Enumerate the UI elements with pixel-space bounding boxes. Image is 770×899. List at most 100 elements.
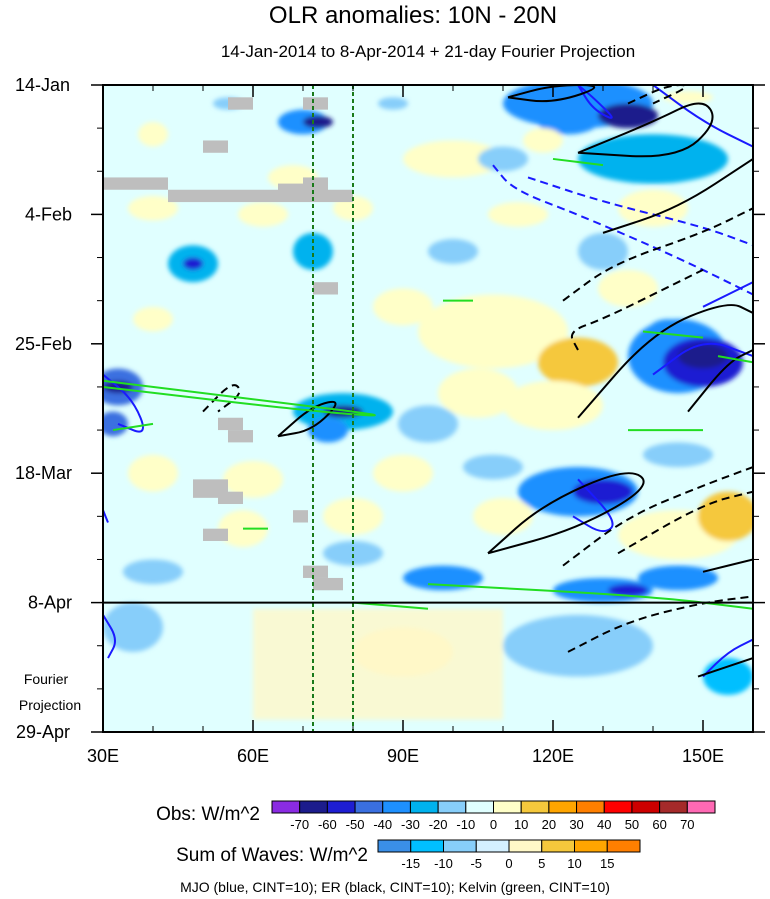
anomaly-patch: [103, 411, 128, 437]
projection-label-line2: Projection: [19, 697, 81, 713]
missing-data-cell: [303, 565, 328, 578]
colorbar-level-label: 30: [569, 817, 583, 832]
projection-positive-region: [253, 608, 503, 720]
er-contour: [562, 207, 753, 302]
colorbar-swatch: [603, 800, 633, 814]
colorbar-swatch: [606, 839, 641, 853]
anomaly-patch: [608, 584, 648, 597]
colorbar-level-label: 40: [597, 817, 611, 832]
er-contour: [702, 558, 753, 573]
projection-label-line1: Fourier: [24, 671, 69, 687]
er-contour: [487, 472, 645, 555]
colorbar-swatch: [382, 800, 411, 814]
colorbar-swatch: [548, 800, 578, 814]
x-tick-label: 150E: [682, 746, 724, 766]
colorbar-level-label: 0: [505, 856, 512, 871]
missing-data-cell: [103, 177, 168, 190]
anomaly-patch: [648, 319, 688, 344]
anomaly-patch: [478, 146, 528, 172]
anomaly-patch: [538, 109, 598, 135]
anomaly-patch: [133, 306, 173, 332]
anomaly-patch: [373, 454, 433, 492]
missing-data-cells: [103, 97, 353, 591]
missing-data-cell: [303, 177, 328, 203]
anomaly-patch: [128, 454, 178, 492]
colorbar-level-label: 60: [652, 817, 666, 832]
waves-colorbar-label: Sum of Waves: W/m^2: [176, 845, 368, 866]
anomaly-patch: [223, 460, 283, 498]
er-contour: [570, 268, 704, 351]
mjo-contour: [492, 164, 753, 296]
colorbar-level-label: 10: [514, 817, 528, 832]
obs-colorbar-label: Obs: W/m^2: [156, 804, 260, 825]
kelvin-contour: [427, 583, 753, 610]
kelvin-contour: [642, 330, 704, 339]
kelvin-contour: [112, 422, 154, 432]
y-tick-label: 29-Apr: [16, 722, 70, 742]
colorbar-level-label: -10: [456, 817, 475, 832]
colorbar-swatch: [410, 839, 444, 853]
anomaly-patch: [578, 232, 628, 270]
anomaly-patch: [323, 540, 383, 566]
er-contour: [577, 304, 753, 419]
y-tick-label: 18-Mar: [15, 463, 72, 483]
kelvin-contour: [552, 157, 604, 167]
anomaly-patch: [488, 202, 548, 227]
anomaly-patch: [333, 195, 373, 221]
colorbar-swatch: [520, 800, 550, 814]
colorbar-swatch: [271, 800, 301, 814]
er-contour: [277, 400, 337, 438]
anomaly-patch: [463, 454, 523, 480]
anomaly-patch: [138, 121, 168, 147]
anomaly-patch: [598, 103, 658, 129]
colorbar-swatch: [508, 839, 543, 853]
er-contour: [562, 466, 753, 567]
reference-longitude-lines: [312, 85, 354, 732]
colorbar-swatch: [354, 800, 384, 814]
missing-data-cell: [303, 97, 328, 110]
anomaly-patch: [503, 614, 653, 677]
anomaly-patch: [123, 559, 183, 585]
missing-data-cell: [168, 189, 278, 203]
mjo-contour: [572, 478, 614, 533]
anomaly-patch: [398, 405, 458, 443]
anomaly-patch: [638, 565, 718, 591]
colorbar-swatch: [475, 839, 510, 853]
colorbar-level-label: -70: [290, 817, 309, 832]
kelvin-contour: [103, 379, 376, 417]
er-contour: [627, 85, 687, 105]
y-tick-label: 8-Apr: [28, 593, 72, 613]
missing-data-cell: [218, 491, 243, 505]
anomaly-patch: [373, 288, 433, 326]
anomaly-patch: [618, 189, 688, 227]
anomaly-patch: [323, 497, 383, 535]
colorbar-swatch: [631, 800, 661, 814]
er-contour: [202, 384, 241, 413]
colorbar-level-label: 20: [542, 817, 556, 832]
chart-subtitle: 14-Jan-2014 to 8-Apr-2014 + 21-day Fouri…: [221, 42, 635, 61]
plot-frame: [102, 84, 754, 733]
colorbar-level-label: 15: [600, 856, 614, 871]
anomaly-patch: [538, 337, 618, 387]
axes: 30E 60E 90E 120E 150E 14-Jan 4-Feb 25-Feb 18-Mar…: [15, 75, 765, 766]
chart-title: OLR anomalies: 10N - 20N: [269, 2, 557, 29]
anomaly-patch: [598, 269, 658, 307]
colorbar-swatch: [659, 800, 688, 814]
colorbar-swatch: [541, 839, 575, 853]
anomaly-patch: [578, 134, 728, 184]
missing-data-cell: [293, 510, 308, 523]
er-contour: [617, 490, 753, 555]
mjo-contour: [652, 342, 753, 376]
anomaly-patch: [643, 442, 713, 468]
anomaly-patch: [293, 232, 333, 270]
mjo-contour: [103, 373, 144, 433]
anomaly-patch: [403, 140, 503, 178]
colorbar-swatch: [443, 839, 477, 853]
anomaly-patch: [238, 202, 288, 227]
missing-data-cell: [328, 189, 353, 203]
colorbar-level-label: -5: [470, 856, 482, 871]
colorbar-swatch: [686, 800, 716, 814]
colorbar-level-label: 50: [625, 817, 639, 832]
y-tick-label: 14-Jan: [15, 75, 70, 95]
